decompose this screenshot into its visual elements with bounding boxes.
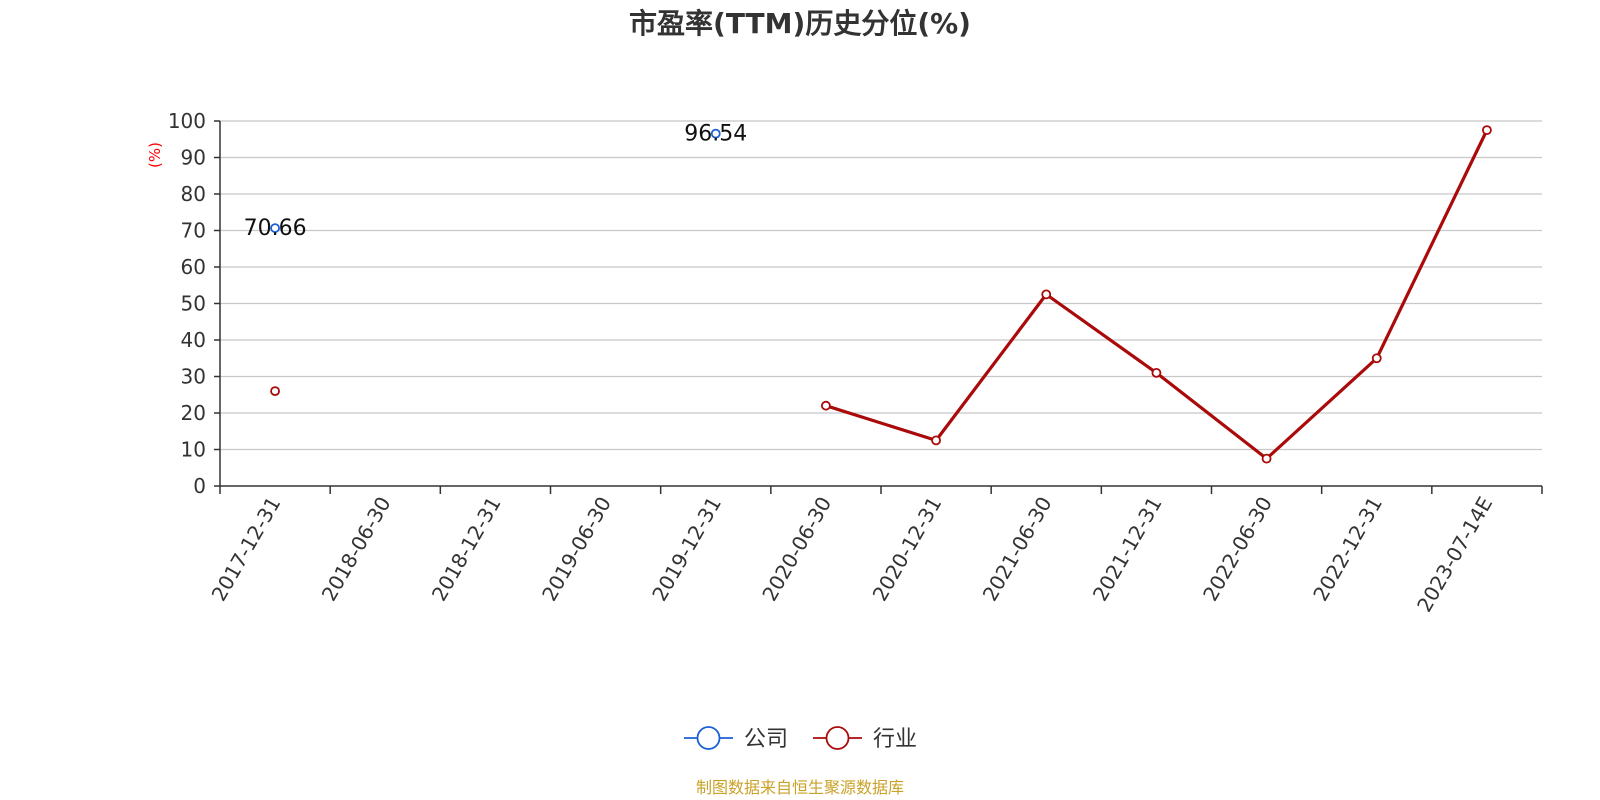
legend-label: 公司 <box>744 727 788 752</box>
data-point <box>1482 125 1492 136</box>
data-labels: 70.66 96.54 <box>244 122 748 241</box>
series-layer <box>270 125 1492 464</box>
x-tick-label: 2017-12-31 <box>207 493 286 606</box>
data-point <box>1041 289 1052 300</box>
data-point <box>1151 367 1162 378</box>
data-label: 70.66 <box>244 216 307 241</box>
data-point <box>270 386 280 397</box>
y-axis-label: (%) <box>146 142 164 168</box>
x-tick-label: 2021-06-30 <box>978 493 1057 606</box>
chart-title: 市盈率(TTM)历史分位(%) <box>629 7 971 40</box>
axes: 0 10 20 30 40 50 60 70 80 90 100 2017-12-31 2018-06-… <box>168 109 1543 617</box>
y-tick-label: 70 <box>181 219 206 243</box>
data-point <box>710 128 721 139</box>
legend-marker <box>825 726 850 750</box>
data-label: 96.54 <box>684 122 747 147</box>
y-tick-label: 50 <box>181 292 206 316</box>
data-source-note: 制图数据来自恒生聚源数据库 <box>696 778 904 797</box>
y-tick-label: 10 <box>181 438 206 462</box>
y-tick-label: 90 <box>181 146 206 170</box>
legend: 公司 行业 <box>684 726 917 752</box>
y-tick-label: 0 <box>193 474 206 498</box>
x-tick-label: 2021-12-31 <box>1088 493 1167 606</box>
data-point <box>270 223 280 233</box>
legend-marker <box>696 726 721 750</box>
x-tick-label: 2020-06-30 <box>757 493 836 606</box>
x-tick-label: 2022-12-31 <box>1308 493 1387 606</box>
x-tick-label: 2018-12-31 <box>427 492 506 605</box>
y-tick-label: 80 <box>181 182 206 206</box>
series-line-1 <box>825 129 1489 461</box>
legend-label: 行业 <box>873 727 917 752</box>
x-tick-label: 2022-06-30 <box>1198 493 1277 606</box>
grid-lines <box>220 120 1542 451</box>
x-tick-label: 2019-12-31 <box>647 493 726 606</box>
data-point <box>1371 353 1382 364</box>
x-tick-label: 2023-07-14E <box>1412 493 1497 617</box>
x-tick-label: 2020-12-31 <box>868 492 947 605</box>
y-tick-label: 20 <box>181 401 206 425</box>
x-tick-label: 2019-06-30 <box>537 493 616 606</box>
x-tick-label: 2018-06-30 <box>317 493 396 606</box>
data-point <box>821 400 831 411</box>
data-point <box>1261 453 1272 464</box>
y-tick-label: 40 <box>181 328 206 352</box>
y-tick-label: 100 <box>168 109 206 133</box>
y-tick-label: 30 <box>181 365 206 389</box>
y-tick-label: 60 <box>181 255 206 279</box>
data-point <box>931 435 941 446</box>
